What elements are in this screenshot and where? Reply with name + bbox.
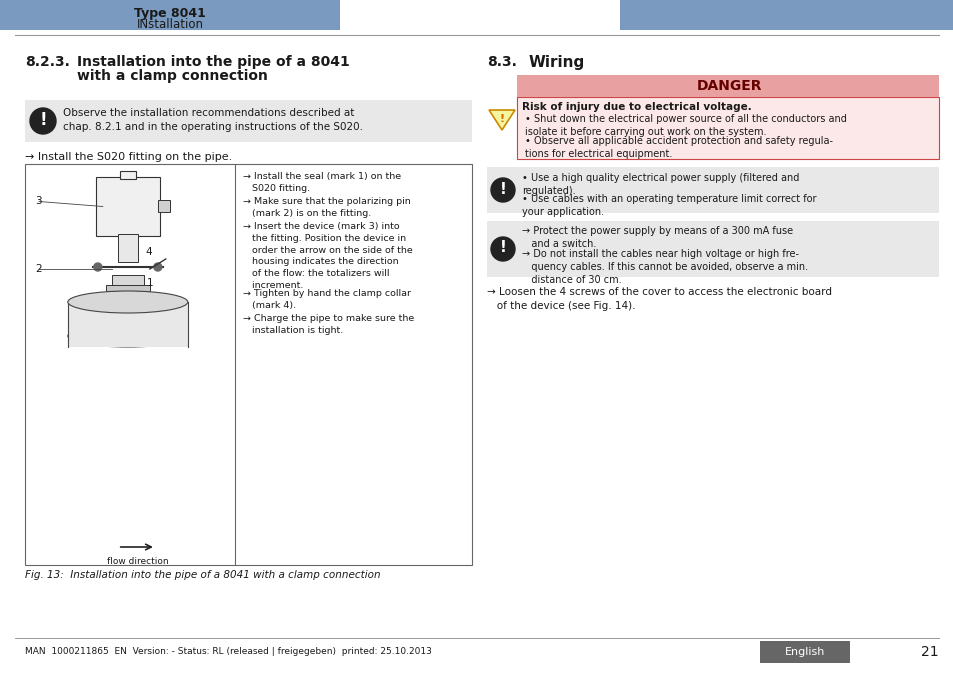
- Polygon shape: [489, 110, 515, 130]
- Text: 8.3.: 8.3.: [486, 55, 517, 69]
- FancyBboxPatch shape: [760, 641, 849, 663]
- Circle shape: [93, 263, 102, 271]
- Text: Fig. 13:  Installation into the pipe of a 8041 with a clamp connection: Fig. 13: Installation into the pipe of a…: [25, 570, 380, 580]
- FancyBboxPatch shape: [95, 177, 160, 236]
- Text: 21: 21: [921, 645, 938, 659]
- Text: !: !: [499, 182, 506, 197]
- Text: Risk of injury due to electrical voltage.: Risk of injury due to electrical voltage…: [521, 102, 751, 112]
- Text: 4: 4: [146, 247, 152, 257]
- Text: → Install the S020 fitting on the pipe.: → Install the S020 fitting on the pipe.: [25, 152, 232, 162]
- Text: • Shut down the electrical power source of all the conductors and
isolate it bef: • Shut down the electrical power source …: [524, 114, 846, 137]
- Text: MAN  1000211865  EN  Version: - Status: RL (released | freigegeben)  printed: 25: MAN 1000211865 EN Version: - Status: RL …: [25, 647, 432, 656]
- Text: Wiring: Wiring: [529, 55, 584, 70]
- Ellipse shape: [68, 291, 188, 313]
- Text: → Charge the pipe to make sure the
   installation is tight.: → Charge the pipe to make sure the insta…: [243, 314, 414, 334]
- FancyBboxPatch shape: [120, 171, 135, 179]
- FancyBboxPatch shape: [517, 97, 938, 159]
- Text: !: !: [499, 114, 504, 124]
- Text: 8.2.3.: 8.2.3.: [25, 55, 70, 69]
- Circle shape: [491, 237, 515, 261]
- Text: → Insert the device (mark 3) into
   the fitting. Position the device in
   orde: → Insert the device (mark 3) into the fi…: [243, 222, 413, 290]
- Text: 3: 3: [35, 197, 42, 207]
- Text: !: !: [499, 240, 506, 256]
- FancyBboxPatch shape: [112, 275, 144, 287]
- Text: → Install the seal (mark 1) on the
   S020 fitting.: → Install the seal (mark 1) on the S020 …: [243, 172, 401, 192]
- Text: • Use a high quality electrical power supply (filtered and
regulated).: • Use a high quality electrical power su…: [521, 173, 799, 197]
- FancyBboxPatch shape: [106, 285, 150, 291]
- Text: DANGER: DANGER: [697, 79, 762, 93]
- Text: flow direction: flow direction: [107, 557, 169, 566]
- Text: with a clamp connection: with a clamp connection: [77, 69, 268, 83]
- Text: bürkert: bürkert: [708, 5, 790, 24]
- Text: → Make sure that the polarizing pin
   (mark 2) is on the fitting.: → Make sure that the polarizing pin (mar…: [243, 197, 411, 218]
- Circle shape: [491, 178, 515, 202]
- Text: → Protect the power supply by means of a 300 mA fuse
   and a switch.: → Protect the power supply by means of a…: [521, 226, 792, 249]
- FancyBboxPatch shape: [25, 100, 472, 142]
- Text: → Tighten by hand the clamp collar
   (mark 4).: → Tighten by hand the clamp collar (mark…: [243, 289, 411, 310]
- Text: 2: 2: [35, 264, 42, 274]
- Text: !: !: [39, 111, 47, 129]
- Circle shape: [153, 263, 162, 271]
- FancyBboxPatch shape: [157, 199, 170, 211]
- FancyBboxPatch shape: [486, 167, 938, 213]
- Text: FLUID CONTROL SYSTEMS: FLUID CONTROL SYSTEMS: [704, 21, 794, 27]
- FancyBboxPatch shape: [25, 164, 472, 565]
- FancyBboxPatch shape: [517, 75, 938, 97]
- Text: Type 8041: Type 8041: [134, 7, 206, 20]
- FancyBboxPatch shape: [117, 234, 137, 262]
- Circle shape: [30, 108, 56, 134]
- FancyBboxPatch shape: [0, 0, 339, 30]
- Ellipse shape: [68, 325, 188, 347]
- Text: INstallation: INstallation: [136, 17, 203, 30]
- Text: Observe the installation recommendations described at
chap. 8.2.1 and in the ope: Observe the installation recommendations…: [63, 108, 363, 132]
- Text: 1: 1: [147, 278, 153, 288]
- FancyBboxPatch shape: [619, 0, 953, 30]
- Text: English: English: [784, 647, 824, 657]
- Text: → Loosen the 4 screws of the cover to access the electronic board
   of the devi: → Loosen the 4 screws of the cover to ac…: [486, 287, 831, 311]
- Text: • Observe all applicable accident protection and safety regula-
tions for electr: • Observe all applicable accident protec…: [524, 136, 832, 160]
- FancyBboxPatch shape: [486, 221, 938, 277]
- Text: • Use cables with an operating temperature limit correct for
your application.: • Use cables with an operating temperatu…: [521, 194, 816, 217]
- Text: → Do not install the cables near high voltage or high fre-
   quency cables. If : → Do not install the cables near high vo…: [521, 249, 807, 285]
- FancyBboxPatch shape: [68, 302, 188, 347]
- Text: Installation into the pipe of a 8041: Installation into the pipe of a 8041: [77, 55, 350, 69]
